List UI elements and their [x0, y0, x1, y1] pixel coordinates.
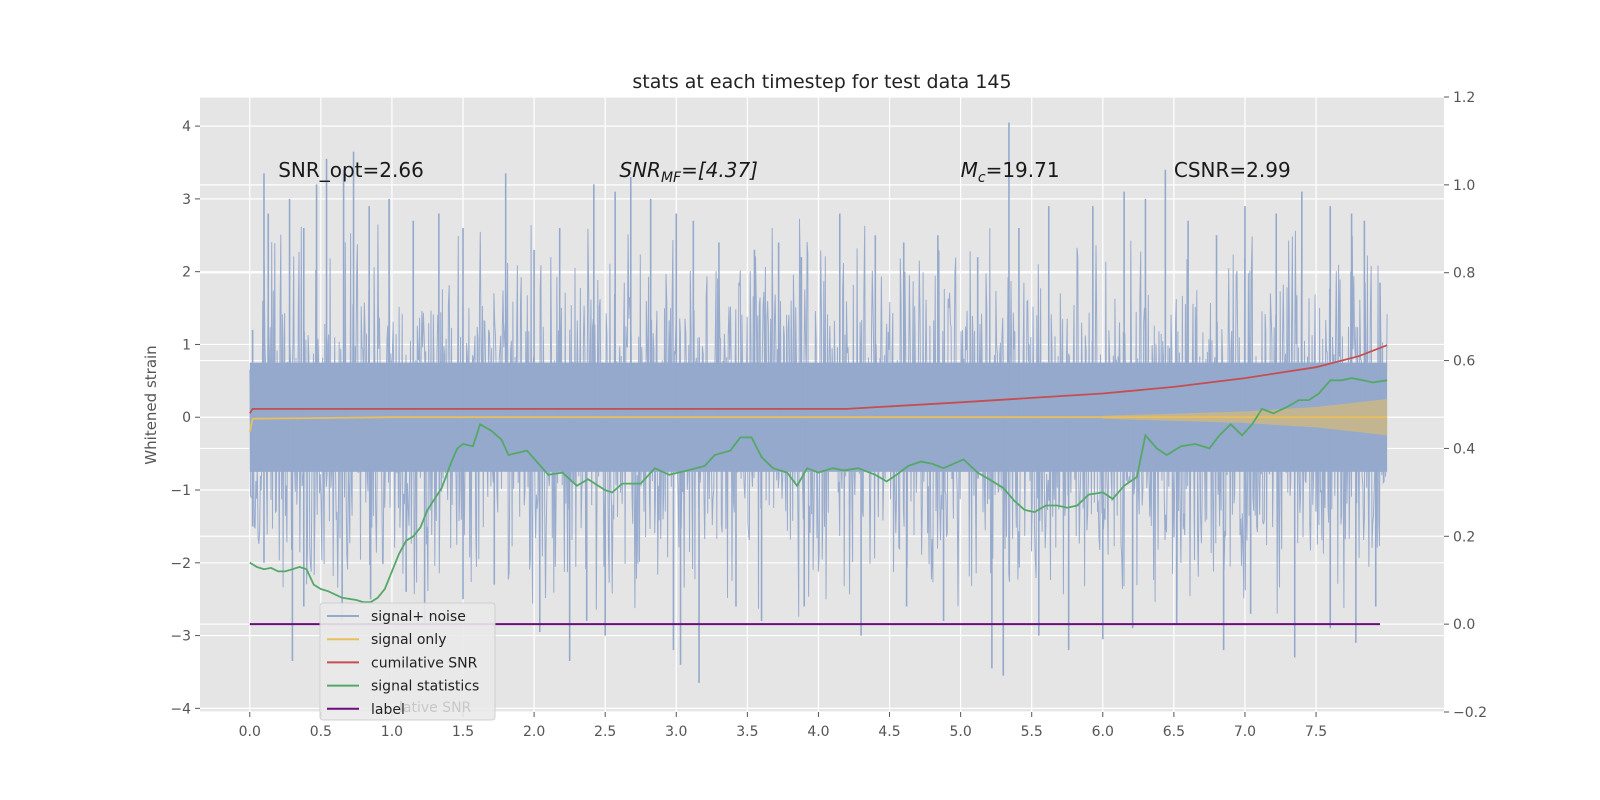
chart-title: stats at each timestep for test data 145: [632, 71, 1011, 93]
annotations: SNR_opt=2.66 SNRMF=[4.37] Mc=19.71 CSNR=2.9…: [278, 158, 1290, 186]
y-tick-label: 4: [182, 119, 191, 135]
signal-noise-line: [249, 218, 1388, 617]
y2-tick-label: 0.6: [1453, 354, 1475, 370]
legend-label: signal only: [371, 632, 446, 648]
annotation-0: SNR_opt=2.66: [278, 158, 424, 182]
x-tick-label: 5.0: [949, 724, 971, 740]
y2-tick-label: 0.8: [1453, 266, 1475, 282]
x-tick-label: 7.5: [1305, 724, 1327, 740]
x-tick-label: 4.5: [878, 724, 900, 740]
x-tick-label: 5.5: [1021, 724, 1043, 740]
y-axis-ticks: 4 3 2 1 0 −1 −2 −3 −4: [170, 119, 200, 717]
y2-tick-label: 0.2: [1453, 529, 1475, 545]
y-tick-label: −2: [170, 556, 191, 572]
x-tick-label: 6.5: [1163, 724, 1185, 740]
legend-box: [319, 602, 496, 721]
y2-tick-label: 1.2: [1453, 90, 1475, 106]
y2-tick-label: 0.4: [1453, 441, 1475, 457]
series-line-2: [249, 344, 1388, 414]
annotation-2: Mc=19.71: [961, 158, 1060, 186]
y-tick-label: −3: [170, 629, 191, 645]
x-tick-label: 3.5: [736, 724, 758, 740]
x-tick-label: 2.0: [523, 724, 545, 740]
y-tick-label: 1: [182, 337, 191, 353]
y-tick-label: 0: [182, 410, 191, 426]
x-tick-label: 3.0: [665, 724, 687, 740]
y-tick-label: 2: [182, 265, 191, 281]
x-tick-label: 1.0: [381, 724, 403, 740]
legend: lative SNR signal+ noise signal only cumil…: [319, 602, 496, 721]
annotation-1: SNRMF=[4.37]: [619, 158, 758, 186]
y-axis-label: Whitened strain: [142, 345, 160, 464]
x-tick-label: 4.0: [807, 724, 829, 740]
annotation-3: CSNR=2.99: [1174, 158, 1291, 182]
legend-entries: signal+ noise signal only cumilative SNR si…: [327, 609, 479, 718]
x-tick-label: 1.5: [452, 724, 474, 740]
x-tick-label: 0.5: [310, 724, 332, 740]
y2-tick-label: 0.0: [1453, 617, 1475, 633]
x-tick-label: 0.0: [239, 724, 261, 740]
y-tick-label: −4: [170, 701, 191, 717]
series-line-3: [249, 377, 1388, 604]
y2-axis-ticks: 1.2 1.0 0.8 0.6 0.4 0.2 0.0 −0.2: [1444, 90, 1487, 721]
legend-ghost-text: lative SNR: [399, 700, 472, 716]
legend-label: signal statistics: [371, 679, 479, 695]
y2-tick-label: 1.0: [1453, 178, 1475, 194]
x-tick-label: 7.0: [1234, 724, 1256, 740]
y-tick-label: 3: [182, 192, 191, 208]
y-tick-label: −1: [170, 483, 191, 499]
legend-label: signal+ noise: [371, 609, 466, 625]
legend-label: label: [371, 702, 405, 718]
series-line-1: [248, 416, 1388, 432]
legend-label: cumilative SNR: [371, 655, 478, 671]
x-tick-label: 2.5: [594, 724, 616, 740]
x-tick-label: 6.0: [1092, 724, 1114, 740]
y2-tick-label: −0.2: [1453, 705, 1487, 721]
